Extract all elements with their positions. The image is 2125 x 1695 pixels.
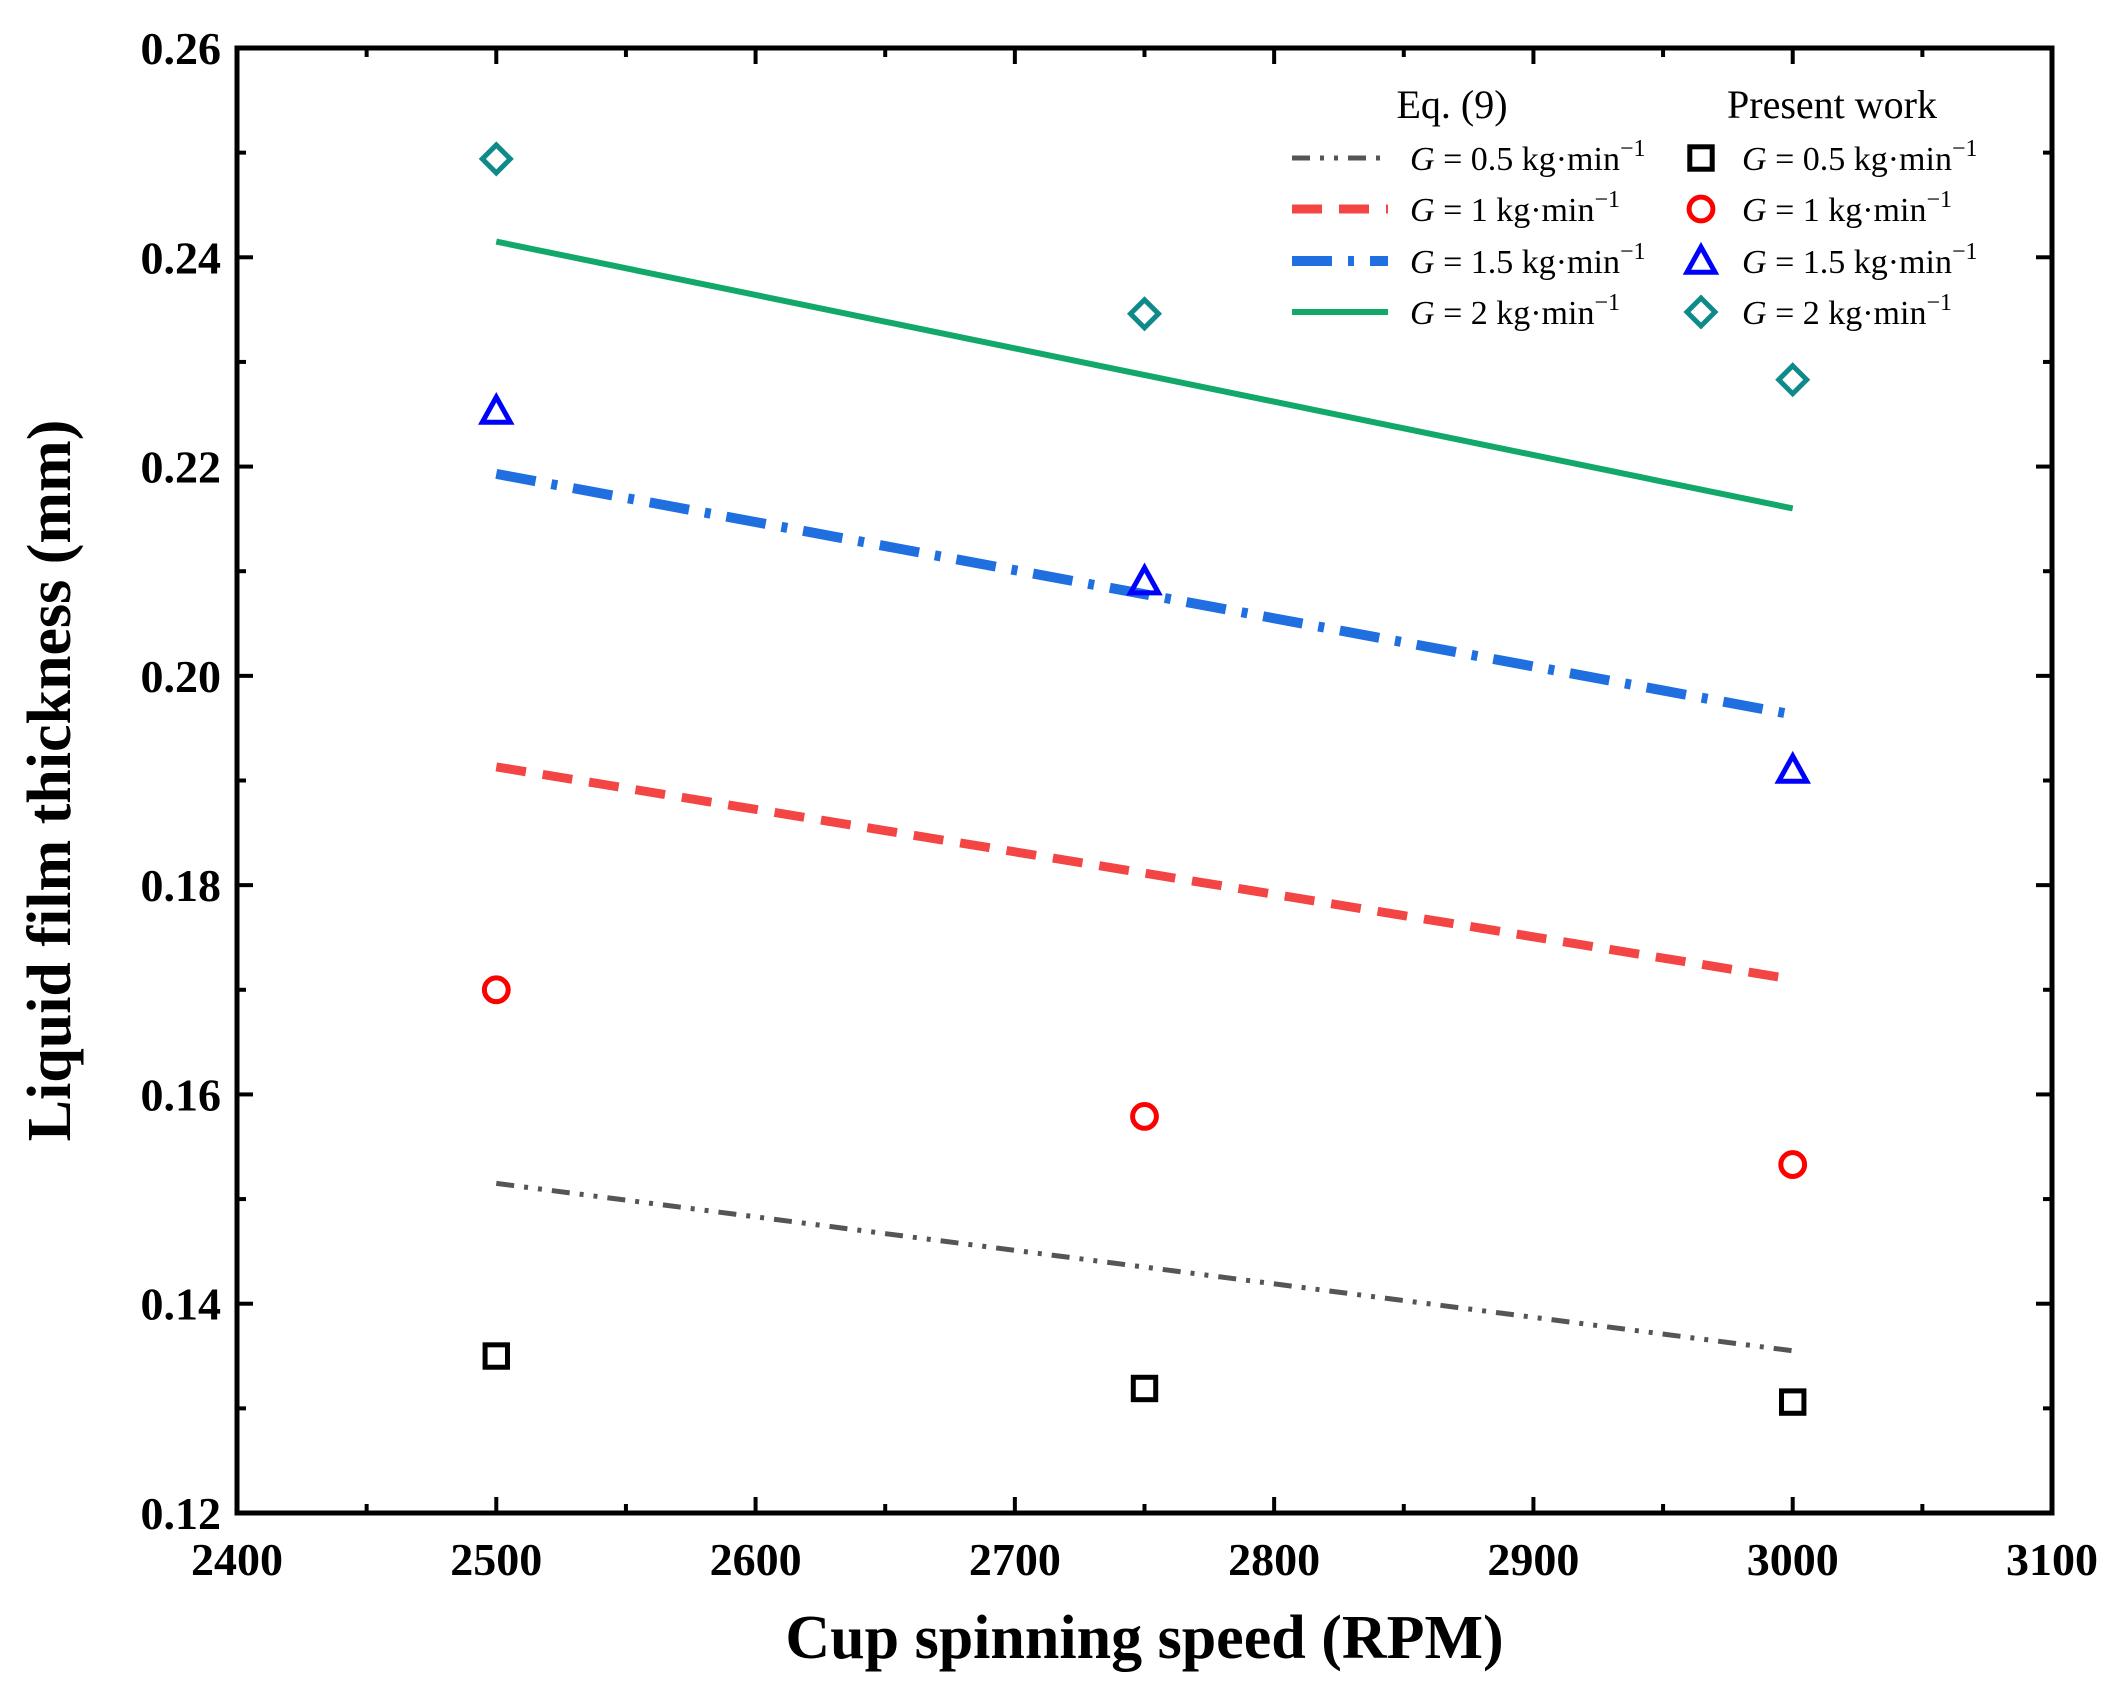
- legend-label-eq9: G = 2 kg·min−1: [1410, 290, 1620, 332]
- present-work-markers-4: [482, 1342, 1807, 1416]
- data-point-diamond: [1126, 296, 1163, 332]
- legend-label-eq9: G = 1.5 kg·min−1: [1410, 239, 1646, 281]
- y-tick-label: 0.20: [141, 651, 222, 702]
- legend-label-eq9: G = 1 kg·min−1: [1410, 187, 1620, 229]
- y-tick-label: 0.26: [141, 23, 222, 74]
- legend-label-present-work: G = 1.5 kg·min−1: [1742, 239, 1978, 281]
- x-tick-label: 3000: [1747, 1534, 1839, 1585]
- data-point-square: [482, 1342, 510, 1370]
- series-layer: [478, 141, 1811, 1416]
- legend: Eq. (9) Present work G = 0.5 kg·min−1 G = 1…: [1292, 82, 1978, 332]
- y-tick-label: 0.16: [141, 1069, 222, 1120]
- data-point-circle: [1130, 1102, 1159, 1131]
- legend-label-present-work: G = 0.5 kg·min−1: [1742, 136, 1978, 178]
- x-tick-label: 2800: [1228, 1534, 1320, 1585]
- data-point-diamond: [1775, 362, 1811, 398]
- data-point-diamond: [478, 141, 514, 177]
- y-axis-title: Liquid film thickness (mm): [16, 420, 84, 1142]
- y-tick-label: 0.22: [141, 442, 222, 493]
- x-tick-label: 2500: [450, 1534, 542, 1585]
- legend-label-eq9: G = 0.5 kg·min−1: [1410, 136, 1646, 178]
- data-point-circle: [1778, 1150, 1808, 1179]
- x-axis-title: Cup spinning speed (RPM): [785, 1604, 1503, 1672]
- legend-label-present-work: G = 1 kg·min−1: [1742, 187, 1952, 229]
- data-point-square: [1130, 1374, 1159, 1403]
- y-tick-label: 0.14: [141, 1279, 222, 1330]
- x-tick-label: 2400: [191, 1534, 283, 1585]
- present-work-markers-7: [478, 141, 1811, 398]
- legend-marker-square: [1687, 144, 1715, 172]
- legend-group-title-present-work: Present work: [1727, 82, 1937, 127]
- data-point-triangle: [1774, 750, 1811, 784]
- x-tick-label: 2700: [969, 1534, 1061, 1585]
- plot-frame: [234, 45, 2055, 1516]
- legend-label-present-work: G = 2 kg·min−1: [1742, 290, 1952, 332]
- y-tick-label: 0.24: [141, 232, 222, 283]
- axes-layer: 2400 2500 2600 2700 2800 2900 3000 3100 0.12 0.14…: [141, 23, 2099, 1585]
- legend-marker-triangle: [1682, 241, 1720, 275]
- legend-marker-diamond: [1683, 294, 1719, 330]
- present-work-markers-5: [481, 975, 1808, 1179]
- data-point-triangle: [1126, 562, 1163, 596]
- y-tick-label: 0.12: [141, 1488, 222, 1539]
- x-tick-label: 2600: [710, 1534, 802, 1585]
- y-tick-label: 0.18: [141, 860, 222, 911]
- x-tick-label: 3100: [2006, 1534, 2098, 1585]
- series-line: [495, 238, 1794, 512]
- x-tick-label: 2900: [1487, 1534, 1579, 1585]
- present-work-markers-6: [478, 391, 1811, 784]
- series-line: [495, 762, 1794, 984]
- data-point-circle: [481, 975, 511, 1005]
- legend-marker-circle: [1686, 194, 1716, 224]
- eq9-line-1: [495, 762, 1794, 984]
- data-point-square: [1779, 1388, 1807, 1416]
- data-point-triangle: [478, 391, 515, 425]
- eq9-line-3: [495, 238, 1794, 512]
- series-line: [495, 1180, 1794, 1354]
- legend-group-title-eq9: Eq. (9): [1396, 82, 1507, 127]
- eq9-line-0: [495, 1180, 1794, 1354]
